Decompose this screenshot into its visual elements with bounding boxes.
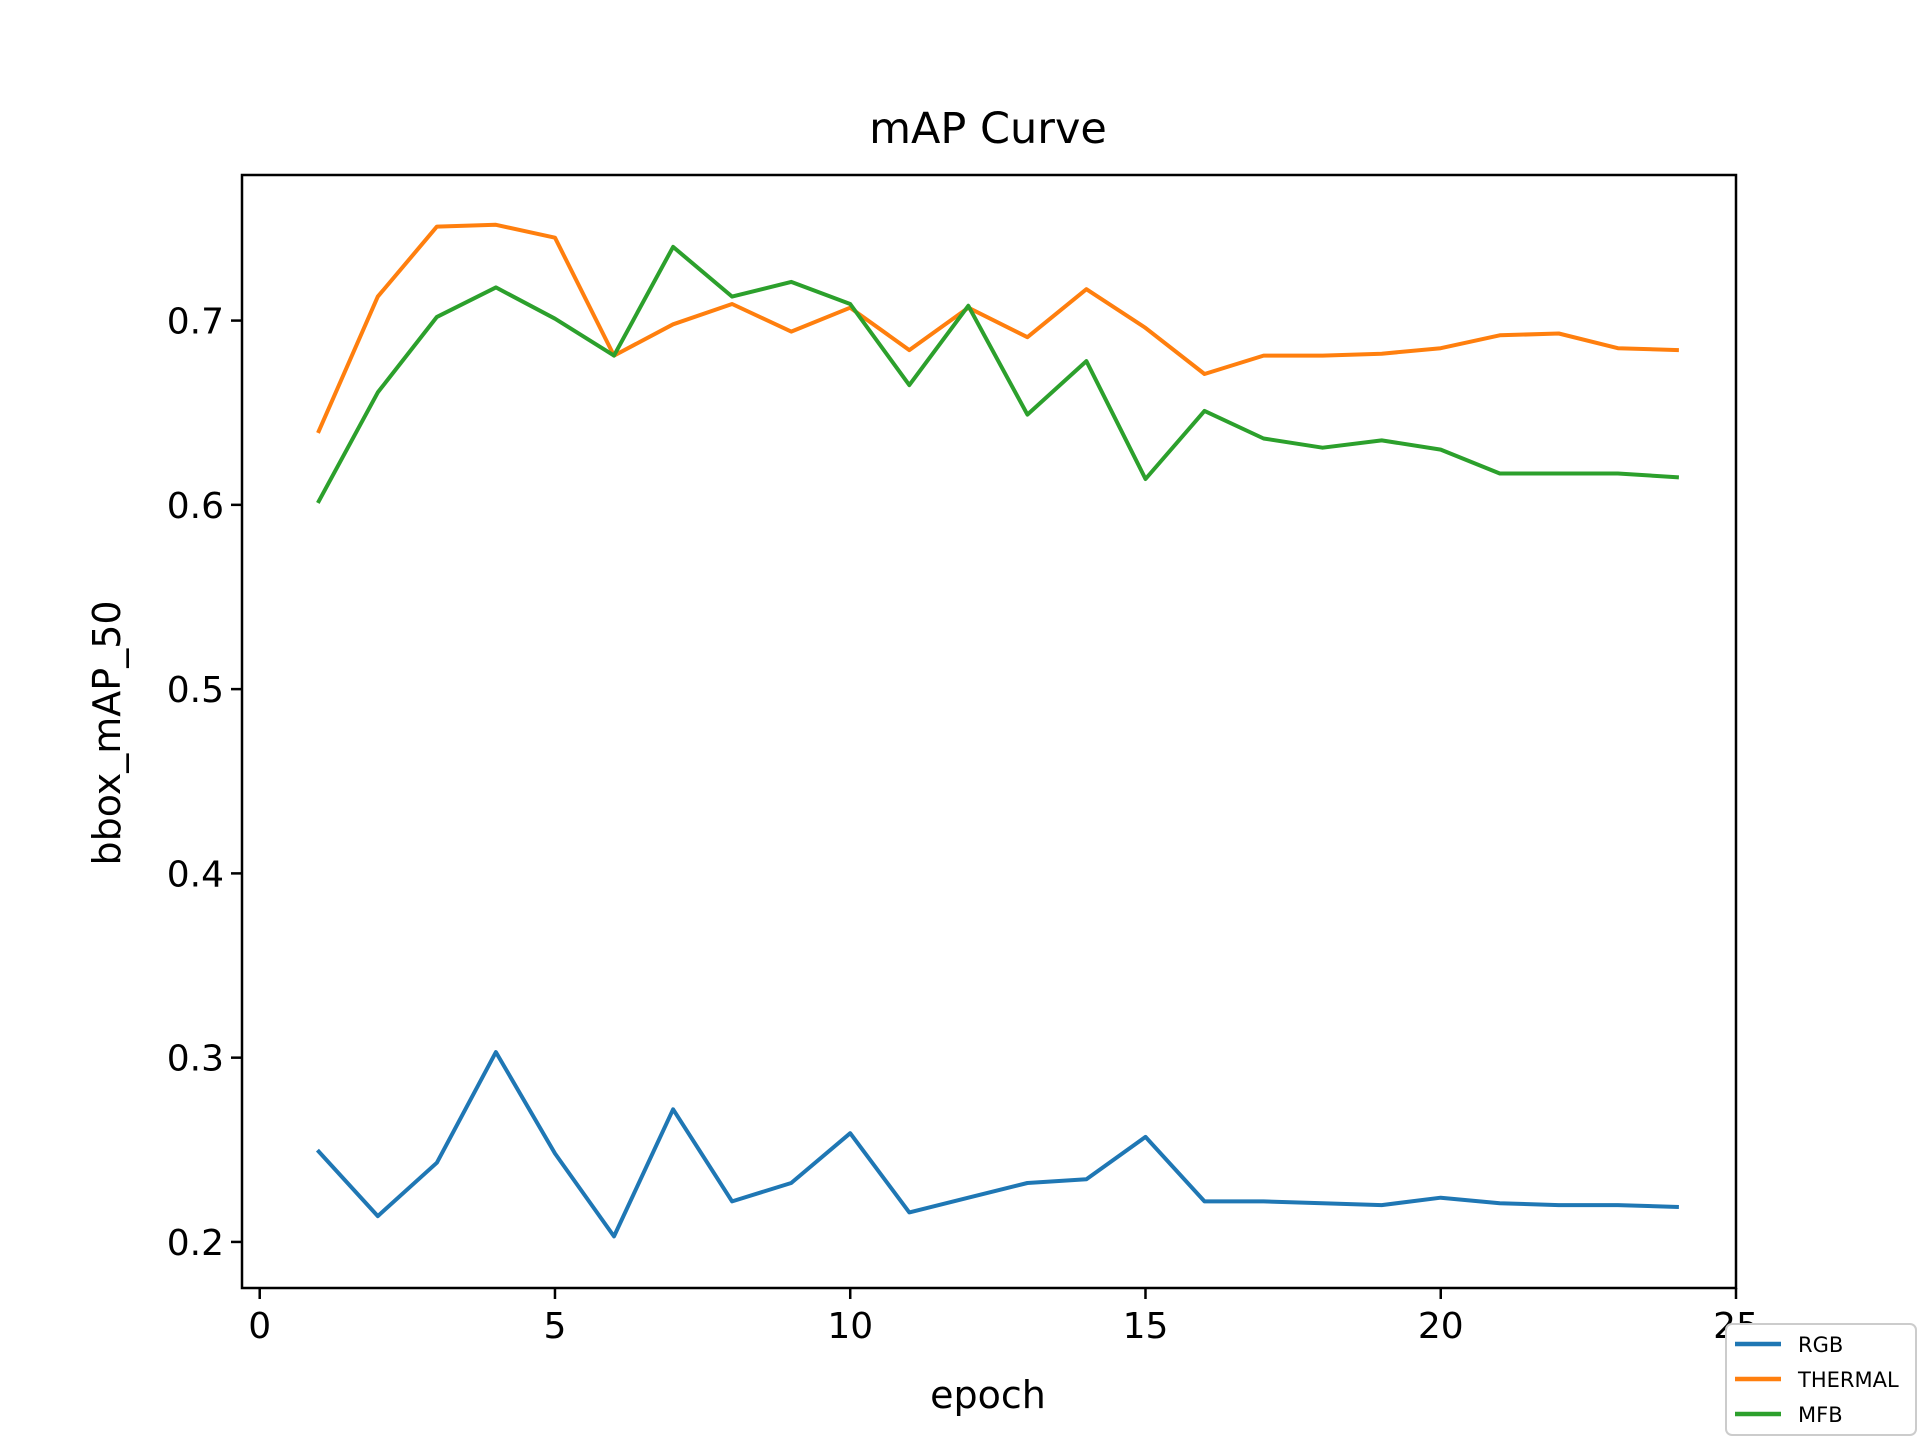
x-tick-label: 10 xyxy=(827,1306,873,1347)
legend-label-rgb: RGB xyxy=(1798,1333,1843,1357)
x-tick-label: 5 xyxy=(544,1306,567,1347)
legend-label-thermal: THERMAL xyxy=(1797,1368,1899,1392)
plot-area xyxy=(315,222,1680,1239)
plot-frame xyxy=(240,173,1738,1290)
x-tick-label: 15 xyxy=(1123,1306,1169,1347)
y-tick-label: 0.4 xyxy=(167,854,224,895)
series-line-mfb xyxy=(316,244,1680,504)
series-line-rgb xyxy=(315,1050,1679,1239)
y-tick-label: 0.7 xyxy=(167,302,224,343)
legend-label-mfb: MFB xyxy=(1798,1403,1843,1427)
legend: RGB THERMAL MFB xyxy=(1725,1323,1917,1436)
y-axis-label: bbox_mAP_50 xyxy=(85,600,129,865)
y-tick-label: 0.2 xyxy=(167,1223,224,1264)
chart-title: mAP Curve xyxy=(869,104,1107,154)
x-tick-label: 20 xyxy=(1418,1306,1464,1347)
y-tick-label: 0.3 xyxy=(167,1039,224,1080)
y-tick-label: 0.6 xyxy=(167,486,224,527)
x-axis-label: epoch xyxy=(930,1373,1046,1417)
y-tick-label: 0.5 xyxy=(167,670,224,711)
x-tick-label: 0 xyxy=(248,1306,271,1347)
series-line-thermal xyxy=(316,222,1679,434)
legend-box xyxy=(1725,1323,1917,1436)
